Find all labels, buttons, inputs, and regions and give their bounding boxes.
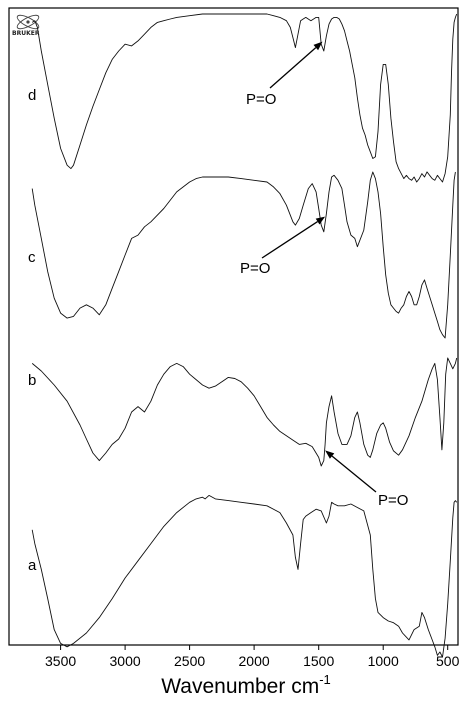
annotation-arrow-line (261, 221, 318, 259)
x-axis-label: Wavenumber cm-1 (161, 672, 331, 698)
x-tick-label: 2500 (174, 653, 205, 669)
spectra-traces (31, 13, 458, 658)
annotation-arrowhead (325, 450, 335, 459)
annotation-label-d: P=O (246, 91, 276, 108)
series-label-c: c (28, 249, 36, 266)
atom-icon (16, 14, 40, 30)
x-tick-label: 1000 (368, 653, 399, 669)
trace-b (31, 357, 458, 467)
annotation-arrowhead (313, 41, 323, 51)
trace-a (31, 494, 458, 658)
logo-text: BRUKER (12, 30, 40, 37)
x-axis-label-main: Wavenumber cm (161, 675, 319, 698)
series-label-d: d (28, 87, 36, 104)
series-label-b: b (28, 372, 36, 389)
annotation-arrowhead (315, 216, 326, 225)
trace-c (31, 171, 456, 339)
x-tick-label: 1500 (303, 653, 334, 669)
series-labels: a b c d (28, 87, 37, 574)
series-label-a: a (28, 557, 37, 574)
x-tick-label: 2000 (239, 653, 270, 669)
trace-d (31, 13, 458, 183)
x-axis-label-superscript: -1 (319, 672, 331, 687)
annotations: P=O P=O P=O (240, 41, 408, 509)
annotation-arrow-line (331, 455, 377, 493)
annotation-label-c: P=O (240, 260, 270, 277)
x-tick-label: 500 (436, 653, 460, 669)
x-axis: 3500 3000 2500 2000 1500 1000 500 (45, 645, 460, 669)
x-tick-label: 3000 (110, 653, 141, 669)
plot-frame (8, 7, 459, 646)
annotation-label-b: P=O (378, 492, 408, 509)
x-tick-label: 3500 (45, 653, 76, 669)
bruker-logo: BRUKER (12, 14, 40, 37)
annotation-arrow-line (269, 47, 317, 89)
